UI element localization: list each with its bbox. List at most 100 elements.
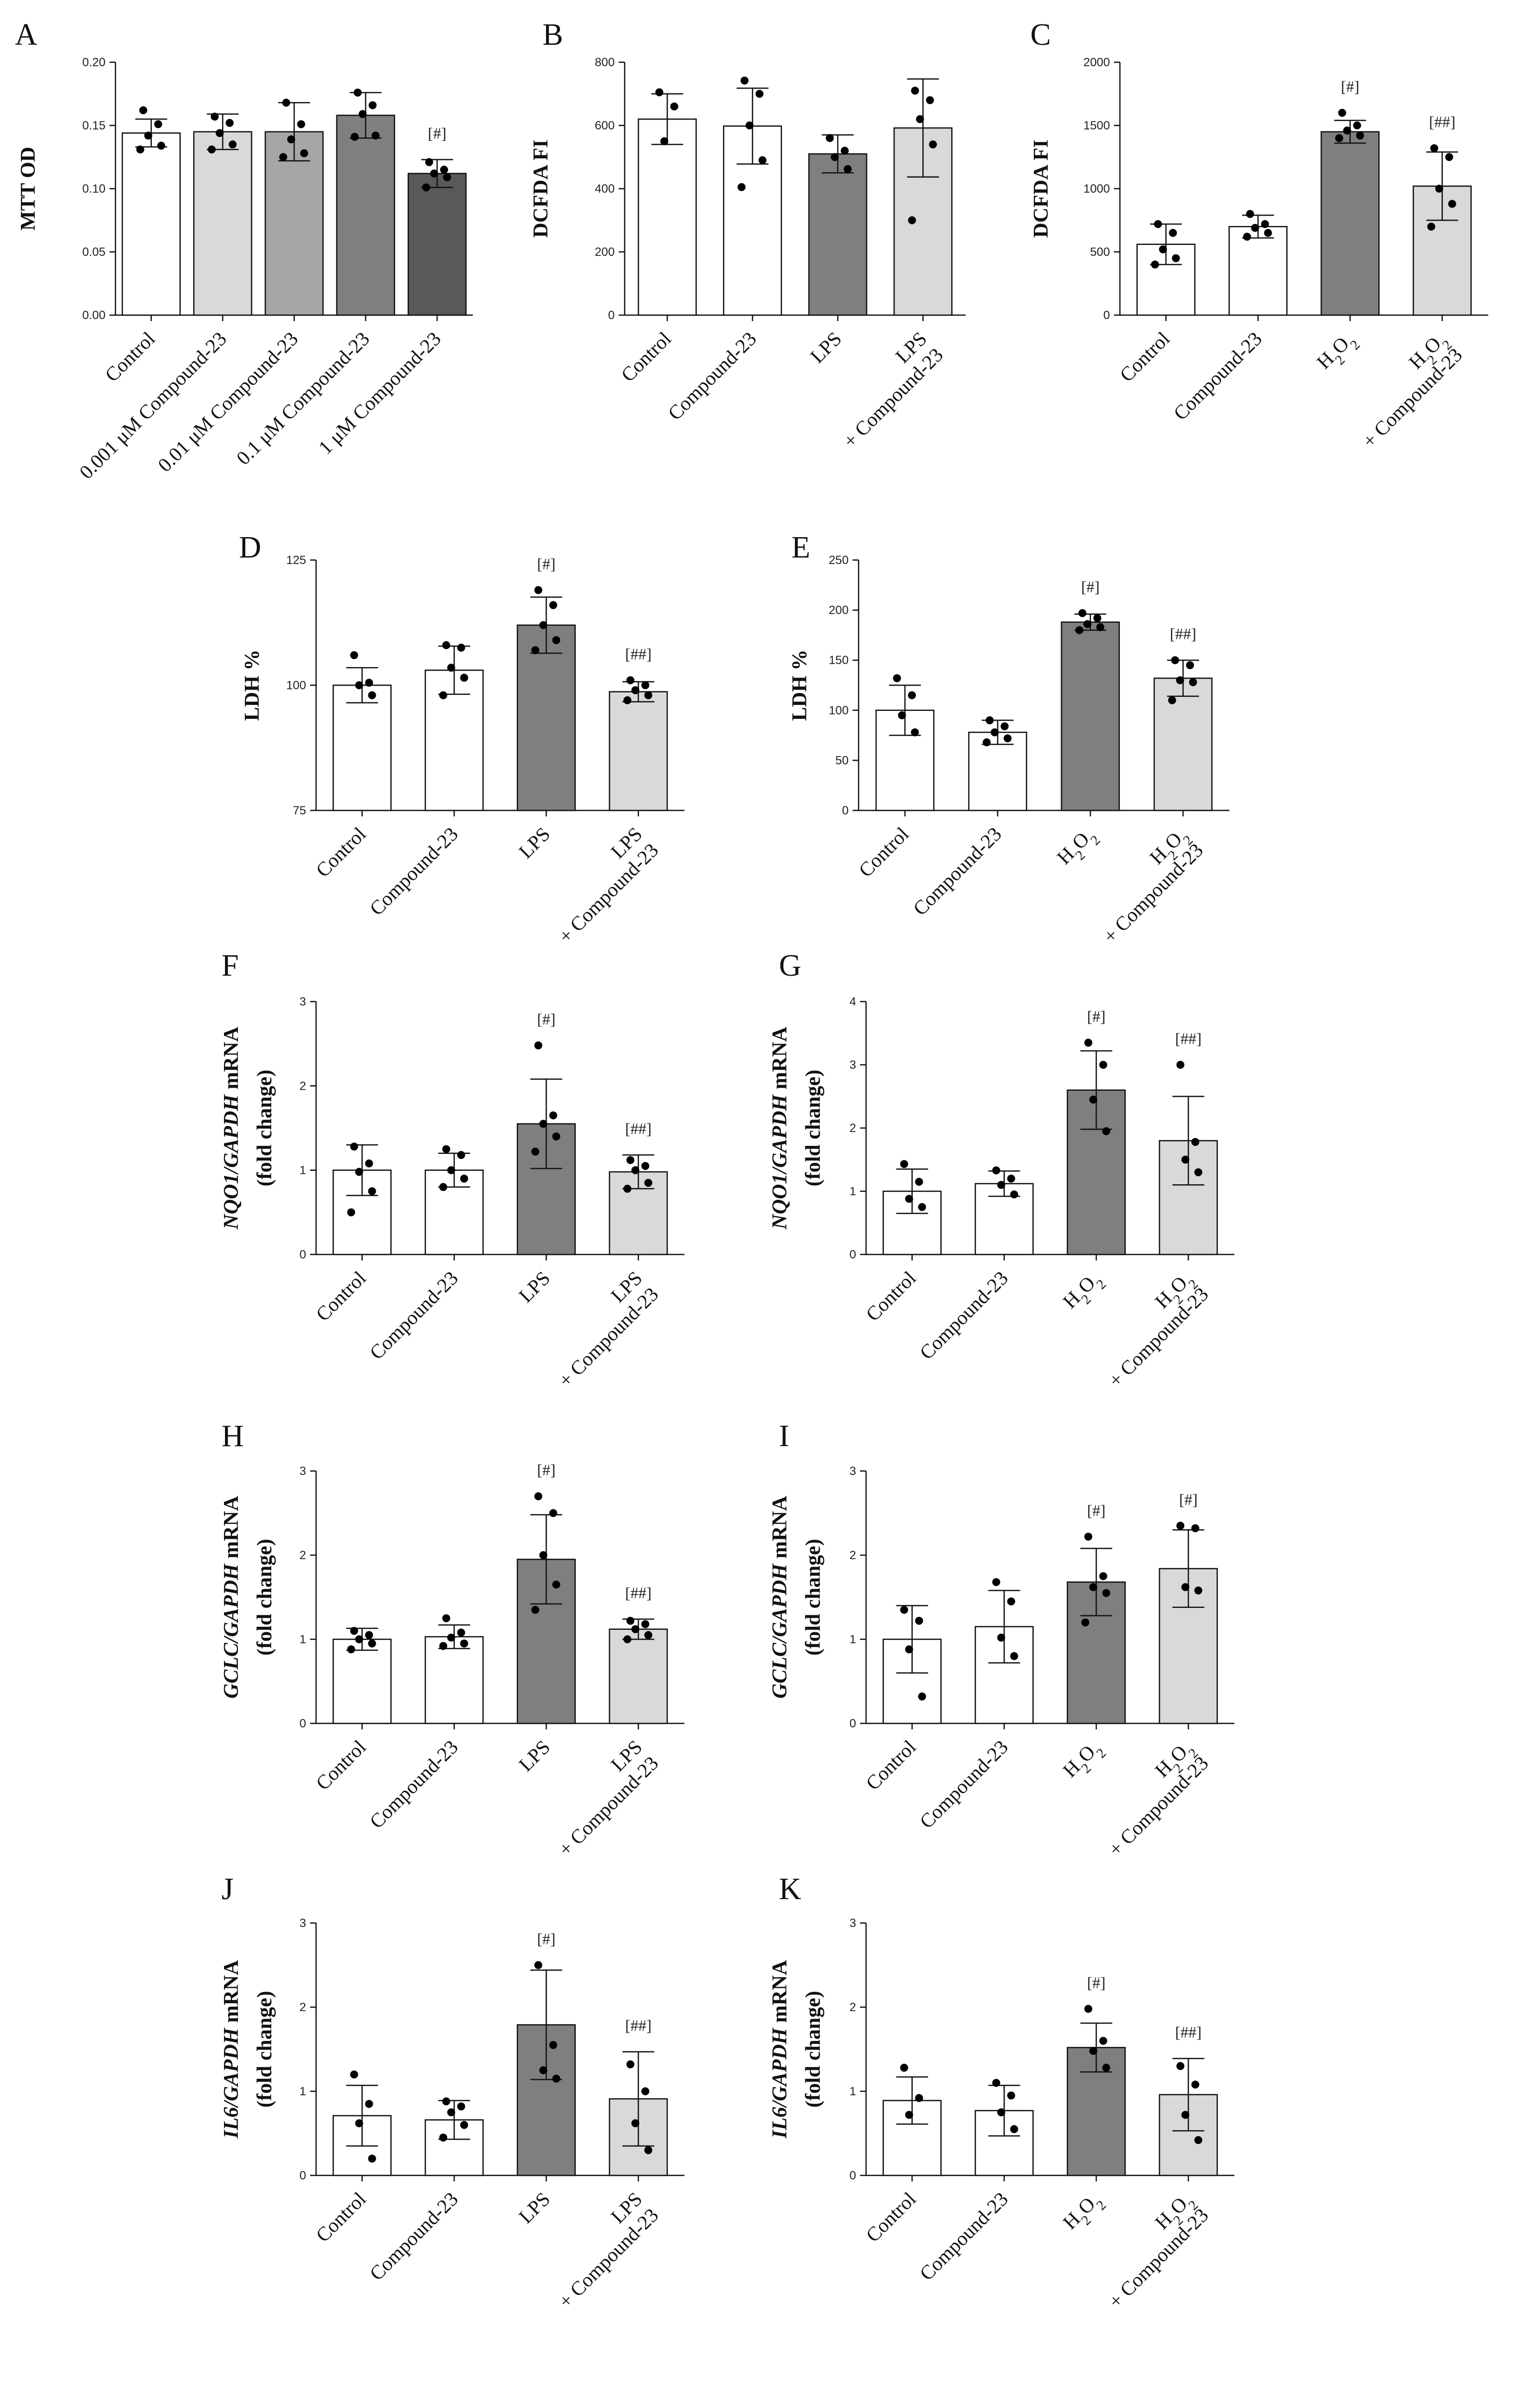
data-point — [440, 165, 448, 174]
data-point — [1007, 1597, 1015, 1605]
data-point — [139, 106, 147, 114]
data-point — [745, 121, 754, 129]
y-axis-label: NQO1/GAPDH mRNA — [769, 1026, 791, 1230]
data-point — [439, 1642, 447, 1650]
data-point — [1078, 609, 1087, 617]
significance-label: [#] — [1081, 578, 1100, 596]
data-point — [655, 88, 663, 97]
y-tick-label: 0 — [300, 1717, 306, 1730]
data-point — [1099, 1572, 1107, 1581]
significance-label: [#] — [537, 555, 555, 572]
y-tick-label: 0.05 — [82, 245, 106, 259]
data-point — [986, 716, 994, 724]
y-tick-label: 0 — [608, 309, 615, 322]
data-point — [136, 145, 144, 154]
data-point — [1083, 620, 1092, 628]
data-point — [1251, 224, 1259, 232]
data-point — [1191, 1137, 1200, 1146]
bar — [808, 153, 868, 316]
data-point — [552, 1581, 560, 1589]
y-tick-label: 0 — [300, 1248, 306, 1261]
data-point — [1159, 245, 1167, 253]
panel-letter: F — [221, 949, 238, 983]
y-tick-label: 0 — [850, 1248, 856, 1261]
data-point — [1169, 228, 1177, 237]
data-point — [1081, 1618, 1090, 1627]
significance-label: [##] — [625, 1584, 652, 1601]
data-point — [368, 2155, 376, 2163]
data-point — [1075, 626, 1084, 634]
data-point — [539, 621, 548, 629]
significance-label: [##] — [1429, 113, 1455, 131]
data-point — [439, 2133, 447, 2142]
panel-letter: A — [15, 18, 37, 52]
y-axis-label: IL6/GAPDH mRNA — [769, 1960, 791, 2139]
y-tick-label: 0 — [850, 1717, 856, 1730]
y-tick-label: 3 — [850, 1917, 856, 1930]
data-point — [1343, 126, 1351, 135]
data-point — [368, 691, 376, 699]
data-point — [1084, 1038, 1093, 1047]
bar — [193, 131, 252, 316]
bar — [425, 2119, 484, 2176]
data-point — [457, 644, 465, 652]
y-tick-label: 125 — [286, 554, 306, 567]
y-tick-label: 800 — [595, 56, 615, 69]
data-point — [841, 146, 849, 155]
bar — [332, 684, 392, 811]
data-point — [447, 664, 455, 672]
data-point — [1089, 1583, 1098, 1591]
significance-label: [#] — [1087, 1973, 1105, 1991]
data-point — [365, 679, 373, 687]
y-axis-label: GCLC/GAPDH mRNA — [769, 1495, 791, 1699]
significance-label: [##] — [1170, 625, 1196, 643]
data-point — [154, 120, 162, 128]
data-point — [300, 149, 308, 157]
data-point — [457, 1151, 465, 1159]
data-point — [908, 691, 916, 699]
data-point — [1099, 2037, 1107, 2045]
y-tick-label: 1000 — [1084, 182, 1110, 196]
data-point — [1007, 2091, 1015, 2100]
data-point — [911, 87, 919, 95]
data-point — [534, 1492, 543, 1500]
y-tick-label: 1 — [300, 2085, 306, 2098]
significance-label: [##] — [625, 1120, 652, 1137]
data-point — [442, 2097, 450, 2106]
data-point — [1194, 2136, 1203, 2145]
data-point — [915, 1177, 923, 1186]
data-point — [929, 140, 937, 149]
data-point — [670, 102, 678, 111]
data-point — [552, 1132, 560, 1140]
data-point — [1189, 678, 1197, 686]
bar — [968, 731, 1027, 811]
data-point — [365, 1631, 373, 1639]
data-point — [1194, 1168, 1203, 1176]
bar — [264, 131, 324, 316]
data-point — [911, 728, 919, 737]
significance-label: [#] — [1087, 1501, 1105, 1519]
data-point — [358, 110, 367, 118]
data-point — [1084, 2005, 1093, 2013]
y-tick-label: 0 — [300, 2169, 306, 2182]
data-point — [287, 135, 295, 143]
y-tick-label: 2 — [850, 1549, 856, 1562]
data-point — [893, 674, 901, 682]
data-point — [531, 1605, 540, 1614]
data-point — [1181, 2111, 1190, 2119]
y-tick-label: 0.10 — [82, 182, 106, 196]
y-tick-label: 600 — [595, 119, 615, 132]
data-point — [1430, 144, 1438, 152]
data-point — [905, 1645, 913, 1654]
data-point — [442, 641, 450, 650]
data-point — [549, 2041, 557, 2049]
data-point — [831, 153, 839, 161]
data-point — [826, 134, 834, 142]
data-point — [641, 1620, 650, 1628]
y-tick-label: 150 — [829, 654, 849, 667]
y-axis-label-units: (fold change) — [253, 1070, 276, 1187]
data-point — [225, 118, 234, 127]
data-point — [368, 1187, 376, 1195]
data-point — [211, 113, 219, 121]
data-point — [1176, 1061, 1185, 1069]
